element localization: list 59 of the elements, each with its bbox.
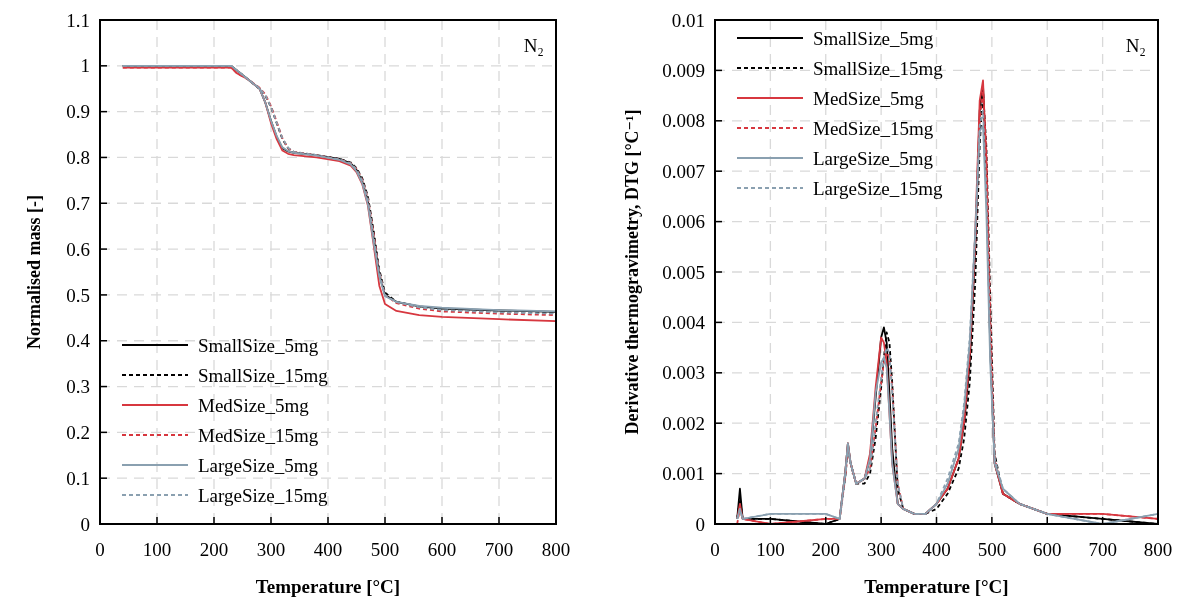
- y-tick-label: 0.9: [66, 101, 90, 123]
- x-tick-label: 800: [1143, 539, 1173, 560]
- x-tick-label: 0: [710, 539, 720, 560]
- legend-label: SmallSize_5mg: [813, 27, 934, 49]
- x-tick-label: 100: [142, 539, 172, 560]
- y-tick-label: 0.003: [662, 362, 705, 384]
- annotation: N₂: [523, 35, 544, 56]
- x-tick-label: 800: [541, 539, 571, 560]
- x-tick-label: 600: [427, 539, 457, 560]
- x-tick-label: 400: [922, 539, 951, 560]
- y-tick-label: 0.002: [662, 412, 705, 434]
- x-axis-title: Temperature [°C]: [255, 576, 401, 597]
- legend-label: MedSize_5mg: [198, 394, 310, 416]
- y-tick-label: 0.4: [66, 330, 91, 352]
- y-tick-label: 0.8: [66, 147, 90, 169]
- y-tick-label: 0.5: [66, 284, 90, 306]
- legend-label: LargeSize_5mg: [813, 147, 934, 169]
- x-axis-title: Temperature [°C]: [864, 576, 1009, 597]
- y-tick-label: 0.008: [662, 110, 705, 132]
- x-tick-label: 400: [313, 539, 343, 560]
- legend-label: LargeSize_5mg: [198, 454, 319, 476]
- x-tick-label: 100: [756, 539, 785, 560]
- legend-label: MedSize_15mg: [813, 117, 934, 139]
- y-tick-label: 0.007: [662, 160, 705, 182]
- legend-label: SmallSize_15mg: [813, 57, 944, 79]
- x-tick-label: 300: [256, 539, 286, 560]
- x-tick-label: 200: [811, 539, 840, 560]
- x-tick-label: 0: [95, 539, 105, 560]
- x-tick-label: 700: [484, 539, 514, 560]
- y-tick-label: 1: [80, 55, 90, 77]
- legend-label: SmallSize_5mg: [198, 334, 319, 356]
- x-tick-label: 600: [1033, 539, 1062, 560]
- y-tick-label: 0.006: [662, 211, 705, 233]
- y-axis-title: Derivative thermogravimetry, DTG [°C⁻¹]: [622, 109, 642, 435]
- x-tick-label: 200: [199, 539, 229, 560]
- y-tick-label: 1.1: [66, 9, 90, 31]
- y-tick-label: 0.1: [66, 467, 90, 489]
- x-tick-label: 700: [1088, 539, 1117, 560]
- y-tick-label: 0.005: [662, 261, 705, 283]
- y-tick-label: 0.6: [66, 238, 90, 260]
- legend-label: SmallSize_15mg: [198, 364, 329, 386]
- y-tick-label: 0.7: [66, 192, 90, 214]
- y-tick-label: 0: [695, 513, 705, 535]
- y-tick-label: 0.009: [662, 60, 705, 82]
- y-tick-label: 0.2: [66, 422, 90, 444]
- y-tick-label: 0.3: [66, 376, 90, 398]
- legend-label: MedSize_5mg: [813, 87, 925, 109]
- y-tick-label: 0.01: [671, 9, 705, 31]
- x-tick-label: 500: [370, 539, 400, 560]
- legend-label: LargeSize_15mg: [813, 177, 943, 199]
- x-tick-label: 500: [977, 539, 1007, 560]
- y-tick-label: 0: [80, 513, 90, 535]
- legend-label: LargeSize_15mg: [198, 484, 328, 506]
- legend-label: MedSize_15mg: [198, 424, 319, 446]
- y-tick-label: 0.004: [662, 312, 706, 334]
- annotation: N₂: [1125, 35, 1146, 56]
- x-tick-label: 300: [866, 539, 896, 560]
- y-axis-title: Normalised mass [-]: [24, 195, 44, 349]
- y-tick-label: 0.001: [662, 463, 705, 485]
